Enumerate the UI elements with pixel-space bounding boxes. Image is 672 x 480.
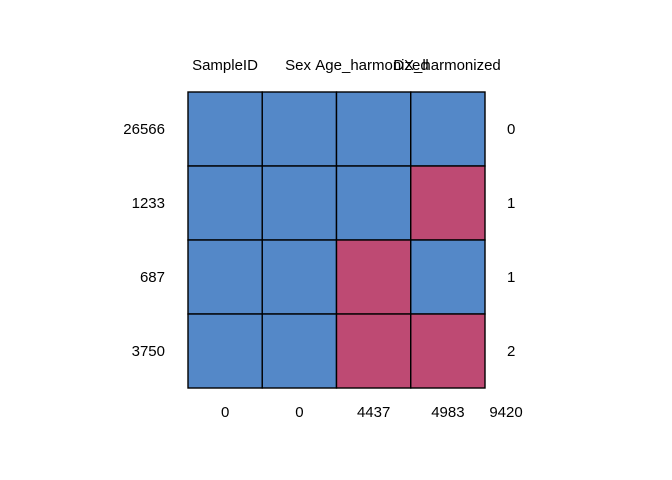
cell-observed (187, 313, 263, 389)
cell-observed (261, 165, 338, 241)
column-label: DX_harmonized (393, 57, 501, 74)
cell-missing (335, 239, 412, 315)
row-labels: 26566 1233 687 3750 (123, 121, 165, 360)
row-label: 1233 (132, 195, 165, 212)
row-label: 3750 (132, 343, 165, 360)
row-total: 1 (507, 269, 515, 286)
column-label: Age_harmonized (315, 57, 428, 74)
cell-observed (261, 91, 338, 167)
row-total: 1 (507, 195, 515, 212)
cell-observed (335, 91, 412, 167)
cell-observed (187, 239, 263, 315)
cell-observed (261, 313, 338, 389)
cell-observed (187, 165, 263, 241)
row-totals: 0 1 1 2 (507, 121, 515, 360)
pattern-cells (187, 91, 486, 389)
cell-missing (410, 313, 486, 389)
cell-observed (261, 239, 338, 315)
row-label: 26566 (123, 121, 165, 138)
row-total: 0 (507, 121, 515, 138)
grand-total-label: 9420 (489, 404, 522, 421)
cell-missing (410, 165, 486, 241)
column-total: 0 (295, 404, 303, 421)
cell-observed (410, 91, 486, 167)
row-label: 687 (140, 269, 165, 286)
cell-missing (335, 313, 412, 389)
column-total: 4983 (431, 404, 464, 421)
column-totals: 0 0 4437 4983 (221, 404, 465, 421)
cell-observed (187, 91, 263, 167)
cell-observed (335, 165, 412, 241)
cell-observed (410, 239, 486, 315)
column-label: SampleID (192, 57, 258, 74)
column-total: 4437 (357, 404, 390, 421)
column-total: 0 (221, 404, 229, 421)
column-label: Sex (285, 57, 311, 74)
row-total: 2 (507, 343, 515, 360)
